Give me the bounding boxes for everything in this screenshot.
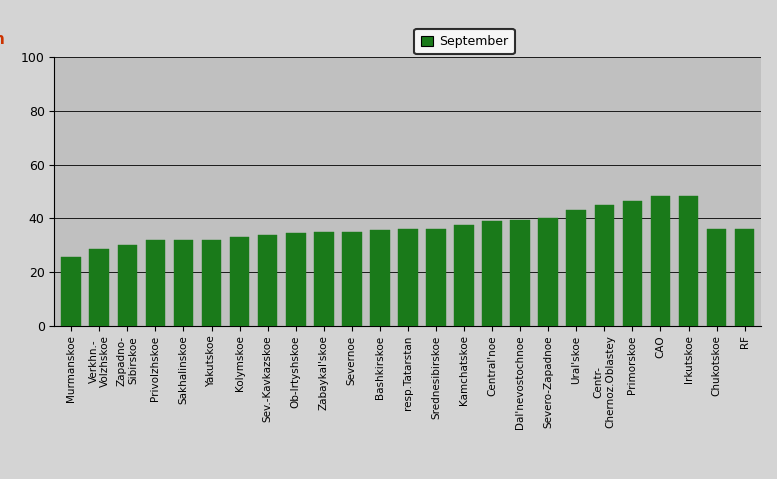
Bar — [622, 201, 643, 326]
Bar — [510, 220, 530, 326]
Bar — [145, 240, 166, 326]
Bar — [117, 245, 138, 326]
Bar — [455, 225, 474, 326]
Bar — [398, 229, 418, 326]
Bar — [707, 229, 726, 326]
Legend: September: September — [414, 29, 514, 54]
Bar — [566, 210, 586, 326]
Bar — [286, 233, 305, 326]
Bar — [370, 230, 390, 326]
Bar — [230, 237, 249, 326]
Bar — [258, 235, 277, 326]
Bar — [678, 195, 699, 326]
Bar — [483, 221, 502, 326]
Bar — [314, 232, 333, 326]
Bar — [650, 195, 671, 326]
Bar — [426, 229, 446, 326]
Bar — [89, 249, 109, 326]
Bar — [735, 229, 754, 326]
Text: m: m — [0, 32, 5, 47]
Bar — [61, 257, 81, 326]
Bar — [342, 232, 361, 326]
Bar — [538, 218, 558, 326]
Bar — [594, 205, 614, 326]
Bar — [173, 240, 193, 326]
Bar — [202, 240, 221, 326]
